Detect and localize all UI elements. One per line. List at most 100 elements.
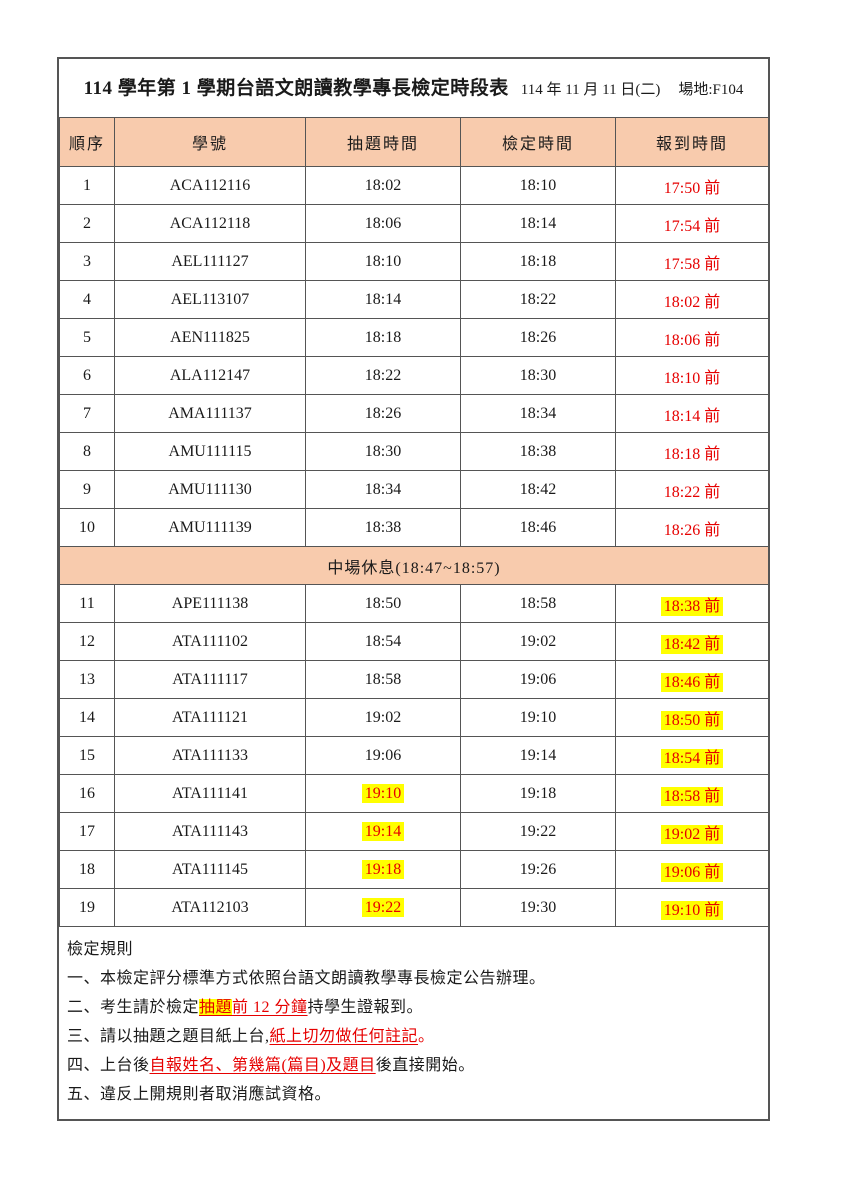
cell-exam-time: 19:22 (460, 812, 616, 851)
cell-text: ACA112118 (169, 214, 251, 232)
column-header-5: 報到時間 (615, 117, 769, 167)
cell-draw-time: 18:30 (305, 432, 461, 471)
cell-text: 18:58 前 (660, 786, 724, 806)
cell-checkin-time: 17:58 前 (615, 242, 769, 281)
cell-text: 11 (79, 594, 95, 612)
table-row: 8 AMU111115 18:30 18:38 18:18 前 (59, 432, 769, 471)
cell-text: 18:10 (364, 252, 402, 270)
cell-text: APE111138 (171, 594, 249, 612)
rule-text-segment: 四、上台後 (67, 1057, 150, 1074)
cell-text: 19 (79, 898, 95, 916)
cell-text: 8 (83, 442, 91, 460)
cell-exam-time: 19:10 (460, 698, 616, 737)
cell-draw-time: 18:02 (305, 166, 461, 205)
cell-order: 7 (59, 394, 115, 433)
cell-draw-time: 18:58 (305, 660, 461, 699)
cell-text: 18:38 (519, 442, 557, 460)
cell-text: 13 (79, 670, 95, 688)
column-header-4: 檢定時間 (460, 117, 616, 167)
cell-exam-time: 18:22 (460, 280, 616, 319)
column-header-3: 抽題時間 (305, 117, 461, 167)
cell-checkin-time: 18:50 前 (615, 698, 769, 737)
cell-student-id: AMU111130 (114, 470, 306, 509)
cell-text: 18:14 (519, 214, 557, 232)
cell-draw-time: 19:10 (305, 774, 461, 813)
table-row: 4 AEL113107 18:14 18:22 18:02 前 (59, 280, 769, 319)
cell-text: ATA111145 (171, 860, 249, 878)
cell-order: 18 (59, 850, 115, 889)
cell-checkin-time: 18:06 前 (615, 318, 769, 357)
cell-student-id: ATA111133 (114, 736, 306, 775)
cell-text: 18:58 (519, 594, 557, 612)
cell-student-id: AMU111115 (114, 432, 306, 471)
rules-section: 檢定規則 一、本檢定評分標準方式依照台語文朗讀教學專長檢定公告辦理。 二、考生請於… (59, 927, 768, 1119)
cell-order: 1 (59, 166, 115, 205)
cell-checkin-time: 18:02 前 (615, 280, 769, 319)
table-row: 16 ATA111141 19:10 19:18 18:58 前 (59, 774, 769, 813)
cell-order: 15 (59, 736, 115, 775)
rule-text-segment: 持學生證報到。 (307, 999, 424, 1016)
cell-text: 18:14 (364, 290, 402, 308)
cell-draw-time: 18:34 (305, 470, 461, 509)
cell-exam-time: 19:18 (460, 774, 616, 813)
cell-text: AEL111127 (171, 252, 249, 270)
cell-exam-time: 19:02 (460, 622, 616, 661)
schedule-document: 114 學年第 1 學期台語文朗讀教學專長檢定時段表 114 年 11 月 11… (57, 57, 770, 1121)
cell-exam-time: 19:14 (460, 736, 616, 775)
cell-exam-time: 18:38 (460, 432, 616, 471)
cell-checkin-time: 18:22 前 (615, 470, 769, 509)
cell-text: 19:02 (364, 708, 402, 726)
cell-checkin-time: 18:46 前 (615, 660, 769, 699)
cell-student-id: ATA111121 (114, 698, 306, 737)
cell-student-id: AEN111825 (114, 318, 306, 357)
cell-text: 18:02 前 (663, 293, 721, 311)
cell-order: 17 (59, 812, 115, 851)
cell-text: 19:06 (519, 670, 557, 688)
cell-draw-time: 19:18 (305, 850, 461, 889)
cell-text: 14 (79, 708, 95, 726)
cell-text: 5 (83, 328, 91, 346)
rule-text-segment: 自報姓名、第幾篇(篇目)及題目 (149, 1057, 376, 1074)
cell-checkin-time: 19:02 前 (615, 812, 769, 851)
cell-exam-time: 18:58 (460, 584, 616, 623)
cell-student-id: ACA112116 (114, 166, 306, 205)
cell-student-id: ALA112147 (114, 356, 306, 395)
cell-text: 18:42 前 (660, 634, 724, 654)
cell-text: 18:14 前 (663, 407, 721, 425)
cell-exam-time: 18:18 (460, 242, 616, 281)
cell-text: 16 (79, 784, 95, 802)
table-row: 18 ATA111145 19:18 19:26 19:06 前 (59, 850, 769, 889)
column-header-1: 順序 (59, 117, 115, 167)
cell-text: 19:26 (519, 860, 557, 878)
cell-exam-time: 18:30 (460, 356, 616, 395)
table-row: 15 ATA111133 19:06 19:14 18:54 前 (59, 736, 769, 775)
cell-exam-time: 19:26 (460, 850, 616, 889)
cell-text: 19:22 (519, 822, 557, 840)
cell-order: 12 (59, 622, 115, 661)
cell-text: 17:50 前 (663, 179, 721, 197)
cell-text: 18:22 前 (663, 483, 721, 501)
table-row: 6 ALA112147 18:22 18:30 18:10 前 (59, 356, 769, 395)
cell-order: 9 (59, 470, 115, 509)
cell-text: 19:02 (519, 632, 557, 650)
cell-exam-time: 18:34 (460, 394, 616, 433)
cell-draw-time: 18:10 (305, 242, 461, 281)
cell-student-id: ATA111145 (114, 850, 306, 889)
cell-text: ATA111117 (172, 670, 248, 688)
cell-text: 18:38 (364, 518, 402, 536)
rule-text-segment: 後直接開始。 (375, 1057, 475, 1074)
cell-text: AMU111115 (168, 442, 252, 460)
table-row: 7 AMA111137 18:26 18:34 18:14 前 (59, 394, 769, 433)
cell-text: 19:30 (519, 898, 557, 916)
cell-text: 19:22 (361, 897, 405, 917)
cell-text: 18 (79, 860, 95, 878)
cell-text: 10 (79, 518, 95, 536)
rule-text-segment: 紙上切勿做任何註記 (269, 1028, 419, 1045)
cell-student-id: ACA112118 (114, 204, 306, 243)
cell-draw-time: 18:22 (305, 356, 461, 395)
table-row: 3 AEL111127 18:10 18:18 17:58 前 (59, 242, 769, 281)
rule-text-segment: 二、考生請於檢定 (67, 999, 200, 1016)
cell-text: 7 (83, 404, 91, 422)
table-row: 17 ATA111143 19:14 19:22 19:02 前 (59, 812, 769, 851)
cell-text: ATA112103 (171, 898, 249, 916)
